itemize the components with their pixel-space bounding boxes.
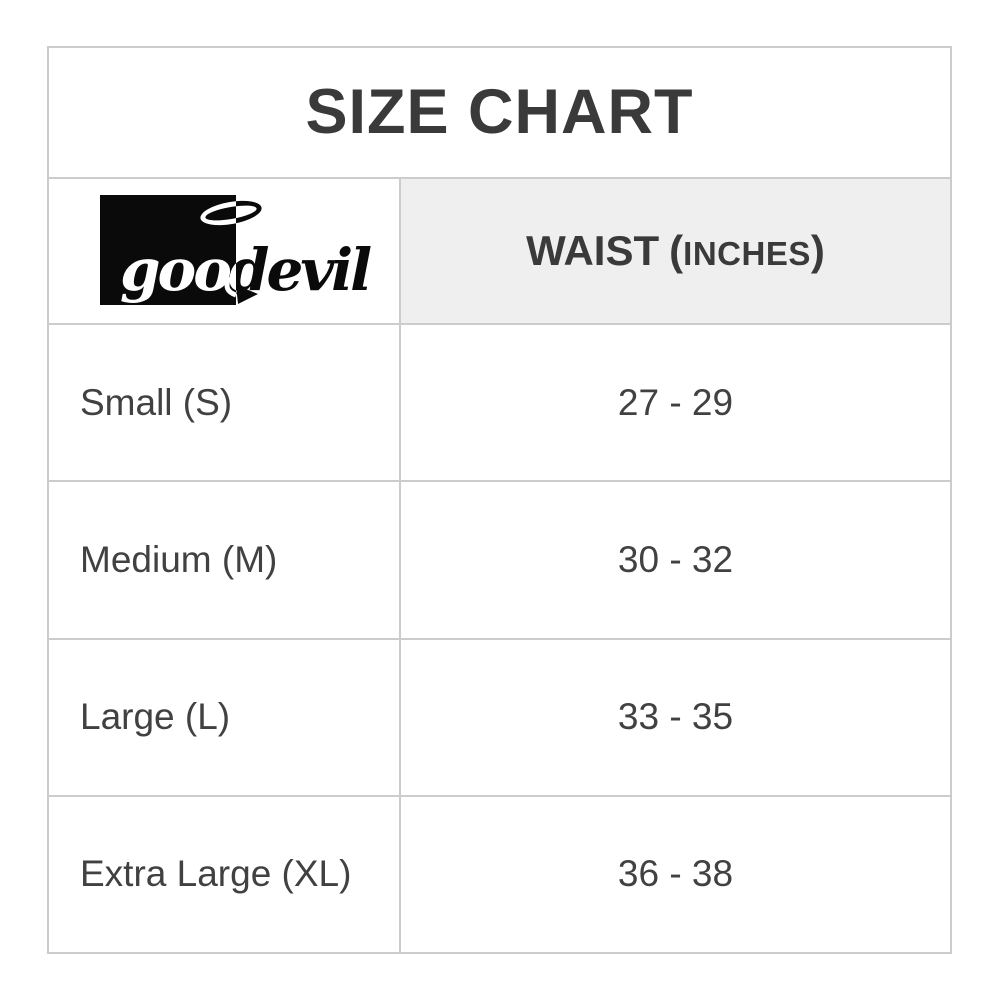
row-large-waist-value: 33 - 35 bbox=[399, 637, 950, 795]
open-paren: ( bbox=[669, 227, 684, 274]
row-xlarge-waist-value: 36 - 38 bbox=[399, 794, 950, 952]
waist-label-text: WAIST bbox=[526, 227, 660, 274]
row-medium-waist-value: 30 - 32 bbox=[399, 480, 950, 638]
size-chart-table: SIZE CHART goodevil goodevil bbox=[47, 46, 952, 954]
waist-header-cell: WAIST (INCHES) bbox=[399, 177, 950, 323]
page-title: SIZE CHART bbox=[305, 77, 694, 147]
row-medium-size-label: Medium (M) bbox=[49, 480, 399, 637]
title-row: SIZE CHART bbox=[49, 48, 950, 177]
column-header-waist: WAIST (INCHES) bbox=[526, 227, 825, 275]
row-small-size-label: Small (S) bbox=[49, 323, 399, 480]
row-large-size-label: Large (L) bbox=[49, 637, 399, 795]
logo-wordmark-white-layer: goodevil bbox=[100, 195, 236, 305]
logo-wordmark-text: goodevil bbox=[120, 236, 236, 304]
devil-tail-arrow-icon bbox=[224, 277, 236, 298]
close-paren: ) bbox=[810, 227, 825, 274]
waist-unit-group: (INCHES) bbox=[669, 227, 825, 274]
row-xlarge-size-label: Extra Large (XL) bbox=[49, 794, 399, 952]
brand-header-cell: goodevil goodevil bbox=[49, 177, 399, 323]
waist-unit-text: INCHES bbox=[683, 235, 811, 272]
goodevil-logo: goodevil goodevil bbox=[100, 195, 372, 307]
row-small-waist-value: 27 - 29 bbox=[399, 323, 950, 481]
halo-icon bbox=[198, 196, 236, 230]
logo-black-box: goodevil bbox=[100, 195, 236, 305]
